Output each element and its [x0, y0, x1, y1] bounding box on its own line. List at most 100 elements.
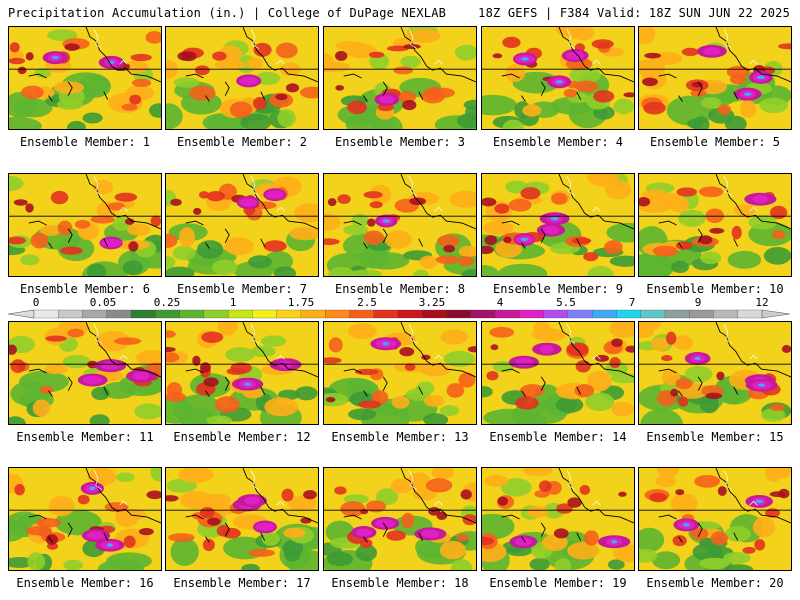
precip-contour: [641, 189, 669, 201]
precip-contour: [355, 544, 378, 562]
precipitation-field: [639, 27, 791, 129]
precip-contour: [106, 552, 152, 570]
precip-contour: [13, 98, 53, 118]
precip-contour: [431, 468, 454, 480]
ensemble-member-label: Ensemble Member: 14: [489, 430, 627, 444]
scale-color-bin: [519, 309, 545, 319]
precip-contour: [551, 192, 568, 205]
precip-contour: [13, 199, 28, 206]
heavy-precip-core: [244, 382, 252, 386]
precip-contour: [347, 100, 367, 115]
precip-contour: [217, 322, 238, 336]
precip-contour: [731, 225, 742, 240]
heavy-precip-core: [514, 537, 532, 546]
precip-contour: [166, 478, 197, 493]
precip-contour: [225, 347, 256, 362]
precip-contour: [9, 416, 26, 424]
precip-contour: [675, 241, 693, 250]
coastline-highlight: [566, 175, 601, 212]
precip-contour: [404, 363, 416, 371]
precip-contour: [340, 501, 366, 517]
coastline-highlight: [723, 469, 758, 506]
precip-contour: [328, 266, 356, 276]
scale-color-bin: [203, 309, 229, 319]
color-scale-bar: [7, 309, 791, 319]
precip-contour: [554, 558, 572, 570]
ensemble-member-map: [8, 26, 162, 130]
precip-contour: [324, 213, 341, 231]
precip-contour: [593, 90, 615, 103]
precip-contour: [583, 252, 599, 262]
precip-contour: [759, 97, 789, 114]
precip-contour: [121, 103, 138, 111]
precip-contour: [607, 559, 625, 570]
precip-contour: [335, 85, 345, 91]
precip-contour: [368, 51, 385, 58]
precip-contour: [675, 378, 693, 390]
precip-contour: [246, 57, 264, 70]
precip-contour: [556, 503, 573, 514]
precip-contour: [67, 120, 86, 129]
scale-color-bin: [397, 309, 423, 319]
precip-contour: [727, 250, 762, 269]
precip-contour: [705, 392, 723, 400]
precip-contour: [676, 187, 698, 197]
scale-tick-label: 0.05: [89, 296, 117, 309]
precip-contour: [130, 53, 152, 62]
precip-contour: [124, 60, 149, 74]
precipitation-field: [482, 322, 634, 424]
precip-contour: [199, 507, 215, 519]
coastline-highlight: [93, 323, 128, 360]
scale-color-bin: [713, 309, 739, 319]
precip-contour: [146, 490, 161, 500]
precip-contour: [337, 194, 351, 205]
precip-contour: [752, 517, 776, 538]
ensemble-member-map: [323, 173, 477, 277]
heavy-precip-core: [379, 95, 395, 104]
precipitation-field: [9, 27, 161, 129]
precip-contour: [242, 388, 264, 399]
precip-contour: [587, 265, 614, 276]
precip-contour: [670, 493, 698, 514]
precip-contour: [482, 197, 497, 207]
precip-contour: [451, 559, 472, 570]
precip-contour: [391, 395, 410, 409]
precip-contour: [606, 222, 634, 243]
precip-contour: [282, 539, 304, 556]
heavy-precip-core: [682, 523, 690, 527]
heavy-precip-core: [515, 358, 533, 367]
precipitation-field: [639, 322, 791, 424]
precip-contour: [115, 510, 139, 527]
precip-contour: [405, 28, 441, 44]
ensemble-member-label: Ensemble Member: 5: [649, 135, 781, 149]
precip-contour: [437, 234, 460, 248]
precip-contour: [129, 94, 142, 105]
precip-contour: [386, 530, 406, 541]
precip-contour: [505, 64, 526, 83]
precip-contour: [89, 414, 110, 424]
coastline: [343, 468, 476, 543]
ensemble-member-map: [638, 26, 792, 130]
precip-contour: [639, 322, 662, 332]
precip-contour: [700, 251, 722, 265]
precip-contour: [574, 384, 595, 398]
precipitation-field: [639, 468, 791, 570]
scale-tick-label: 3.25: [418, 296, 446, 309]
coastline-highlight: [93, 28, 128, 65]
precip-contour: [534, 490, 550, 498]
ensemble-member-map: [481, 26, 635, 130]
scale-color-bin: [300, 309, 326, 319]
precip-contour: [781, 345, 791, 353]
precip-contour: [166, 255, 176, 269]
precip-contour: [625, 345, 634, 353]
precip-contour: [67, 328, 84, 338]
precip-contour: [443, 350, 475, 368]
coastline: [343, 174, 476, 249]
precip-contour: [742, 546, 756, 554]
ensemble-member-label: Ensemble Member: 15: [646, 430, 784, 444]
precip-contour: [36, 518, 62, 528]
precip-contour: [168, 533, 195, 542]
precip-contour: [526, 505, 549, 518]
heavy-precip-core: [752, 195, 769, 204]
precip-contour: [705, 208, 724, 224]
